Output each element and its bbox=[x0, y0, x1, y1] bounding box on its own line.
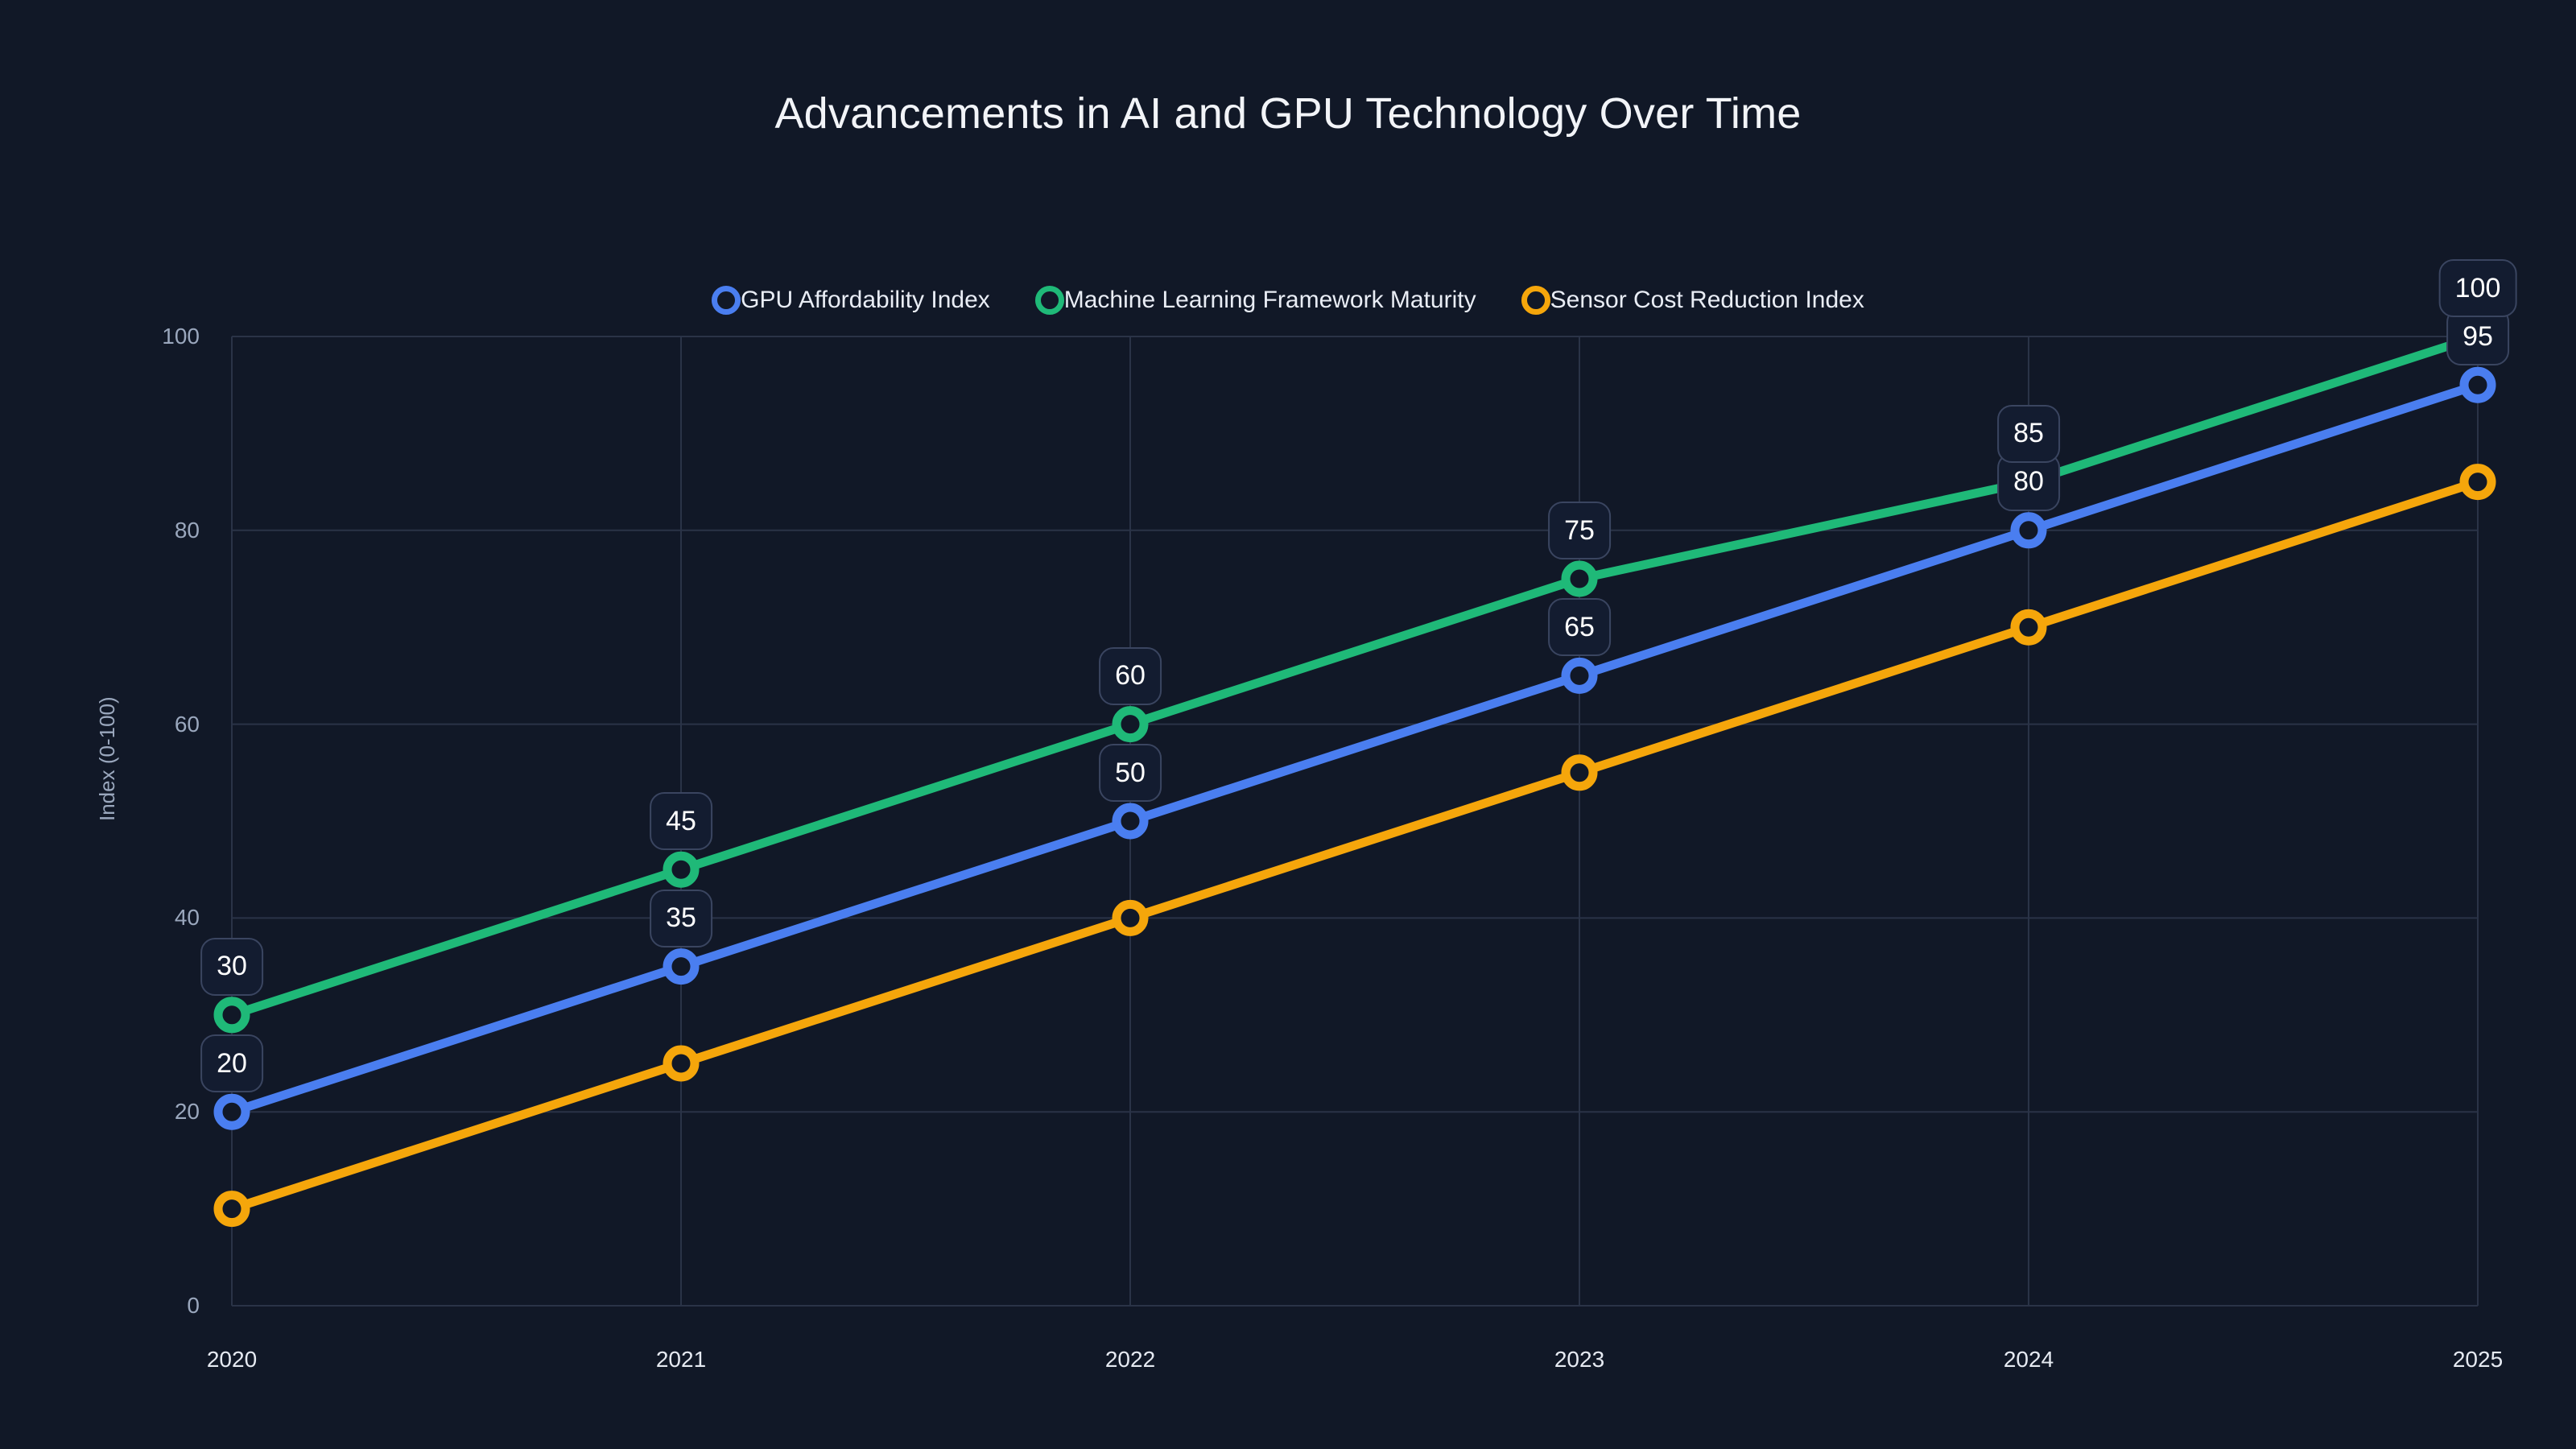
chart-title: Advancements in AI and GPU Technology Ov… bbox=[774, 89, 1802, 138]
legend-label: Sensor Cost Reduction Index bbox=[1550, 287, 1864, 313]
legend-item-0[interactable]: GPU Affordability Index bbox=[712, 286, 990, 315]
data-point-marker[interactable] bbox=[1112, 706, 1149, 743]
data-point-marker[interactable] bbox=[213, 997, 250, 1034]
legend-label: GPU Affordability Index bbox=[741, 287, 990, 313]
data-point-marker[interactable] bbox=[1561, 754, 1598, 791]
x-tick-label: 2025 bbox=[2452, 1347, 2504, 1372]
x-tick-label: 2020 bbox=[206, 1347, 258, 1372]
data-point-marker[interactable] bbox=[663, 1045, 700, 1082]
x-tick-label: 2023 bbox=[1554, 1347, 1605, 1372]
data-point-marker[interactable] bbox=[1112, 803, 1149, 840]
y-tick-label: 80 bbox=[174, 517, 200, 543]
circle-ring-icon bbox=[1034, 286, 1064, 315]
legend-item-2[interactable]: Sensor Cost Reduction Index bbox=[1521, 286, 1864, 315]
circle-ring-icon bbox=[712, 286, 741, 315]
data-point-marker[interactable] bbox=[2010, 609, 2047, 646]
chart-legend: GPU Affordability Index Machine Learning … bbox=[0, 286, 2576, 315]
series-line-1 bbox=[227, 332, 2483, 1020]
data-point-marker[interactable] bbox=[2459, 318, 2496, 355]
series-line-2 bbox=[227, 477, 2483, 1214]
data-point-marker[interactable] bbox=[2459, 464, 2496, 501]
y-tick-label: 100 bbox=[162, 324, 200, 349]
data-point-marker[interactable] bbox=[2459, 366, 2496, 403]
plot-svg bbox=[213, 318, 2496, 1307]
y-tick-label: 20 bbox=[174, 1099, 200, 1125]
data-point-marker[interactable] bbox=[213, 1093, 250, 1130]
plot-area bbox=[213, 318, 2496, 1307]
data-point-marker[interactable] bbox=[663, 851, 700, 888]
data-point-marker[interactable] bbox=[1561, 560, 1598, 597]
data-point-marker[interactable] bbox=[2010, 512, 2047, 549]
data-point-marker[interactable] bbox=[1112, 899, 1149, 936]
y-tick-label: 40 bbox=[174, 905, 200, 931]
circle-ring-icon bbox=[1521, 286, 1550, 315]
data-point-label: 100 bbox=[2438, 259, 2517, 317]
data-point-marker[interactable] bbox=[2010, 464, 2047, 501]
x-tick-label: 2022 bbox=[1104, 1347, 1156, 1372]
y-tick-label: 0 bbox=[187, 1293, 200, 1318]
y-axis-title: Index (0-100) bbox=[95, 696, 119, 821]
legend-item-1[interactable]: Machine Learning Framework Maturity bbox=[1034, 286, 1476, 315]
data-point-marker[interactable] bbox=[213, 1191, 250, 1228]
x-tick-label: 2021 bbox=[655, 1347, 707, 1372]
legend-label: Machine Learning Framework Maturity bbox=[1063, 287, 1476, 313]
x-tick-label: 2024 bbox=[2003, 1347, 2054, 1372]
data-point-marker[interactable] bbox=[663, 948, 700, 985]
series-line-0 bbox=[227, 380, 2483, 1117]
data-point-marker[interactable] bbox=[1561, 657, 1598, 694]
